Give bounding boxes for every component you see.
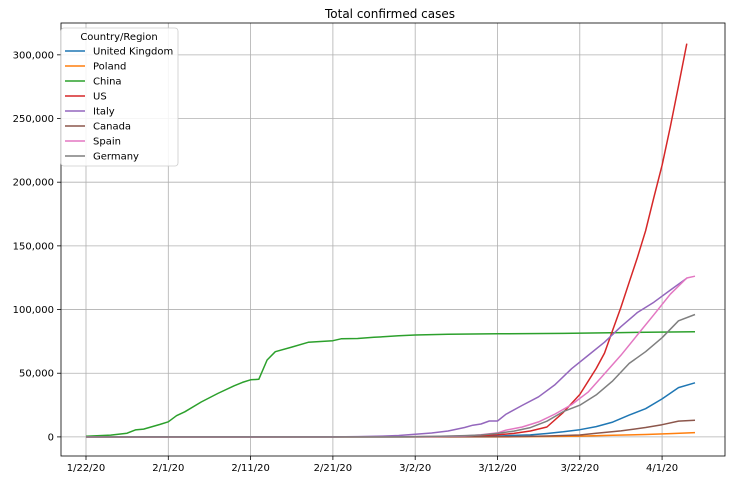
series-line-china [85,330,696,437]
y-tick-label: 0 [48,432,54,443]
legend-entry: China [93,77,122,88]
legend-entry: Germany [93,152,139,163]
legend-entry: Canada [93,122,131,133]
y-axis: 0 50,000 100,000 150,000 200,000 250,000 300,0… [13,50,61,443]
x-tick-label: 3/12/20 [478,463,517,474]
legend-entry: Poland [93,62,126,73]
series-line-canada [86,419,696,438]
y-tick-label: 300,000 [13,50,54,61]
series-line-italy [86,277,688,438]
x-tick-label: 3/2/20 [399,463,431,474]
x-tick-label: 4/1/20 [646,463,678,474]
y-tick-label: 200,000 [13,178,54,189]
x-tick-label: 2/1/20 [152,463,184,474]
legend-entry: United Kingdom [93,47,173,58]
x-tick-label: 1/22/20 [67,463,106,474]
chart-title: Total confirmed cases [324,7,455,21]
x-axis: 1/22/20 2/1/20 2/11/20 2/21/20 3/2/20 3/12/20… [67,456,678,474]
grid-lines [61,23,725,456]
x-tick-label: 2/21/20 [314,463,353,474]
y-tick-label: 100,000 [13,305,54,316]
series-line-spain [85,275,696,438]
x-tick-label: 3/22/20 [561,463,600,474]
legend-entry: US [93,92,107,103]
y-tick-label: 50,000 [19,369,54,380]
series-line-united-kingdom [86,382,696,438]
legend-box [60,27,179,167]
series-layer [85,43,696,438]
y-tick-label: 250,000 [13,114,54,125]
legend-entry: Italy [93,107,115,118]
series-line-germany [86,313,696,438]
y-tick-label: 150,000 [13,241,54,252]
plot-frame [60,22,726,457]
legend-title: Country/Region [80,32,157,43]
x-tick-label: 2/11/20 [231,463,270,474]
legend-entry: Spain [93,137,121,148]
legend: Country/Region United Kingdom Poland China U… [60,27,179,167]
